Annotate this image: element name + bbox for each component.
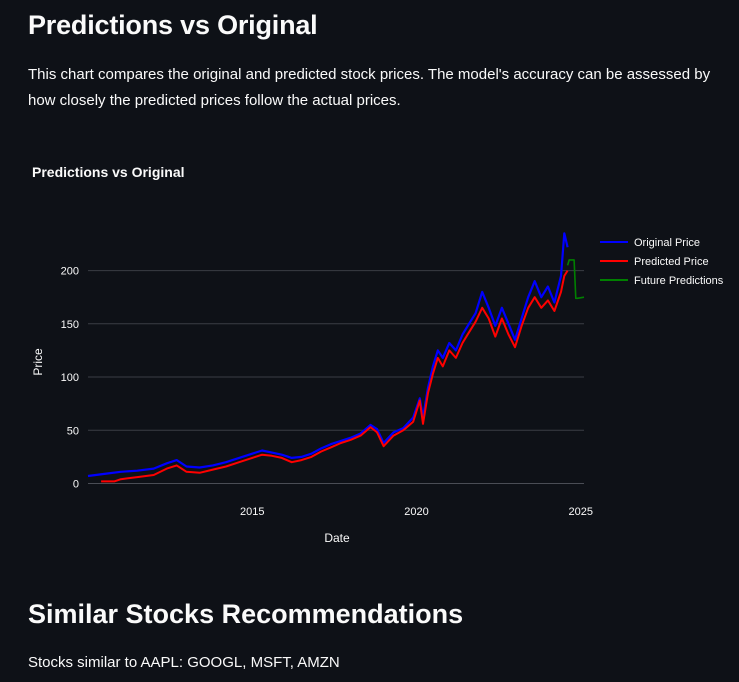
- chart-title: Predictions vs Original: [32, 164, 185, 180]
- axis-ticks: 0 50 100 150 200 2015 2020 2025: [61, 266, 593, 518]
- x-tick-label: 2015: [240, 506, 264, 518]
- y-axis-label: Price: [31, 348, 45, 376]
- legend-item-original-price[interactable]: Original Price: [600, 237, 700, 249]
- original-price-line[interactable]: [88, 233, 568, 476]
- y-tick-label: 100: [61, 372, 79, 384]
- legend-label: Future Predictions: [634, 275, 724, 287]
- grid-lines: [88, 271, 584, 484]
- page-description: This chart compares the original and pre…: [28, 62, 718, 114]
- y-tick-label: 150: [61, 319, 79, 331]
- future-predictions-line[interactable]: [568, 260, 584, 298]
- legend-label: Original Price: [634, 237, 700, 249]
- y-tick-label: 200: [61, 266, 79, 278]
- x-axis-label: Date: [324, 531, 350, 545]
- similar-stocks-text: Stocks similar to AAPL: GOOGL, MSFT, AMZ…: [28, 654, 340, 671]
- legend-label: Predicted Price: [634, 256, 709, 268]
- legend[interactable]: Original Price Predicted Price Future Pred…: [600, 237, 724, 287]
- page-title: Predictions vs Original: [28, 10, 318, 41]
- y-tick-label: 0: [73, 478, 79, 490]
- x-tick-label: 2025: [568, 506, 592, 518]
- predictions-chart[interactable]: Predictions vs Original 0 50 100 150 200 2015…: [0, 150, 739, 560]
- y-tick-label: 50: [67, 425, 79, 437]
- legend-item-future-predictions[interactable]: Future Predictions: [600, 275, 724, 287]
- x-tick-label: 2020: [404, 506, 428, 518]
- legend-item-predicted-price[interactable]: Predicted Price: [600, 256, 709, 268]
- chart-container[interactable]: Predictions vs Original 0 50 100 150 200 2015…: [0, 150, 739, 560]
- section-title: Similar Stocks Recommendations: [28, 599, 463, 630]
- predicted-price-line[interactable]: [101, 271, 567, 482]
